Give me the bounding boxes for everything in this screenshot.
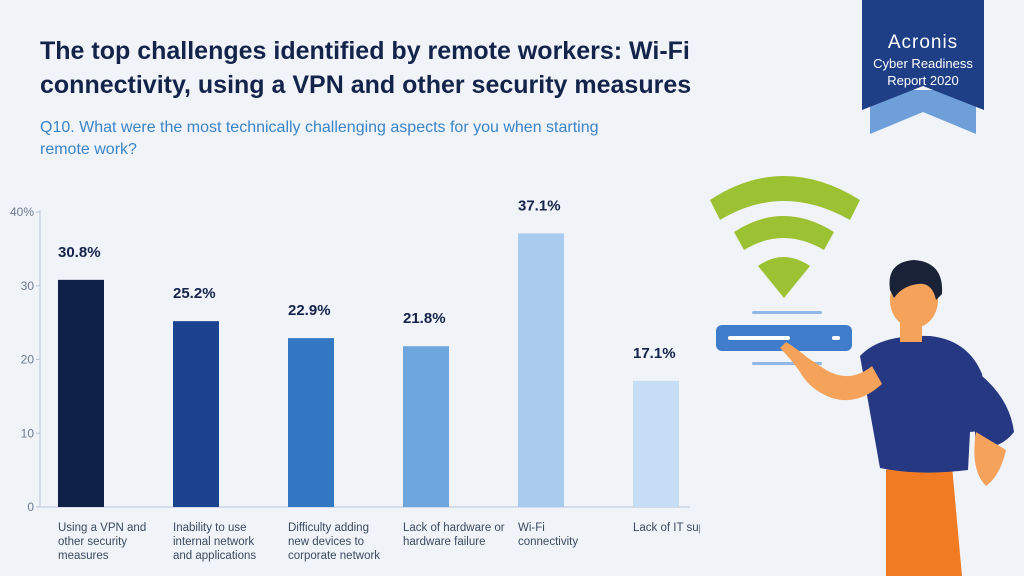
badge-line-2: Report 2020 [887,73,959,88]
x-tick-label-line: new devices to [288,536,364,548]
remote-worker-illustration [710,176,1014,576]
wifi-icon [710,176,860,298]
badge-brand: Acronis [887,32,959,53]
x-tick-label-line: hardware failure [403,536,485,548]
bar-value-label: 22.9% [288,302,331,319]
x-tick-label-line: Difficulty adding [288,522,369,534]
x-tick-label: Difficulty adding new devices to corporate… [288,522,380,562]
chart-subtitle: Q10. What were the most technically chal… [40,119,599,158]
bar [403,346,449,507]
y-tick-label: 0 [27,500,34,514]
bar [58,279,104,507]
router-slot [728,336,790,340]
x-tick-label-line: corporate network [288,550,380,562]
x-tick-label: Lack of hardware or hardware failure [403,522,505,548]
y-tick-label: 30 [21,279,35,293]
x-tick-label-line: other security [58,536,127,548]
bar [518,233,564,507]
bar-value-label: 17.1% [633,345,676,362]
bar [633,380,679,507]
bar-value-label: 25.2% [173,285,216,302]
x-tick-label: Lack of IT support [633,522,700,534]
bar-value-label: 30.8% [58,244,101,261]
chart-title: The top challenges identified by remote … [40,37,692,99]
x-tick-label-line: internal network [173,536,254,548]
router-led [832,336,840,340]
bar [173,321,219,507]
x-tick-label-line: and applications [173,550,256,562]
decor-line [752,311,822,314]
y-tick-label: 40% [10,205,34,219]
x-tick-label-line: Lack of hardware or [403,522,505,534]
x-tick-label-line: Using a VPN and [58,522,146,534]
badge-shadow [870,90,976,134]
x-tick-label-line: Wi-Fi [518,522,545,534]
bar-value-label: 37.1% [518,197,561,214]
bar [288,338,334,507]
x-tick-label-line: Inability to use [173,522,247,534]
report-badge [862,0,984,134]
x-tick-label: Using a VPN and other security measures [58,522,146,562]
badge-line-1: Cyber Readiness [873,56,973,71]
x-tick-label-line: connectivity [518,536,578,548]
badge-ribbon [862,0,984,110]
x-tick-label: Wi-Fi connectivity [518,522,578,548]
x-tick-label-line: measures [58,550,109,562]
y-tick-label: 20 [21,353,35,367]
x-tick-label: Inability to use internal network and appl… [173,522,256,562]
x-tick-label-line: Lack of IT support [633,522,700,534]
bar-chart: 0 10 20 30 40% 30.8% Using a VPN and other secu… [10,197,700,562]
y-tick-label: 10 [21,426,35,440]
bar-value-label: 21.8% [403,310,446,327]
person-icon [780,260,1014,576]
